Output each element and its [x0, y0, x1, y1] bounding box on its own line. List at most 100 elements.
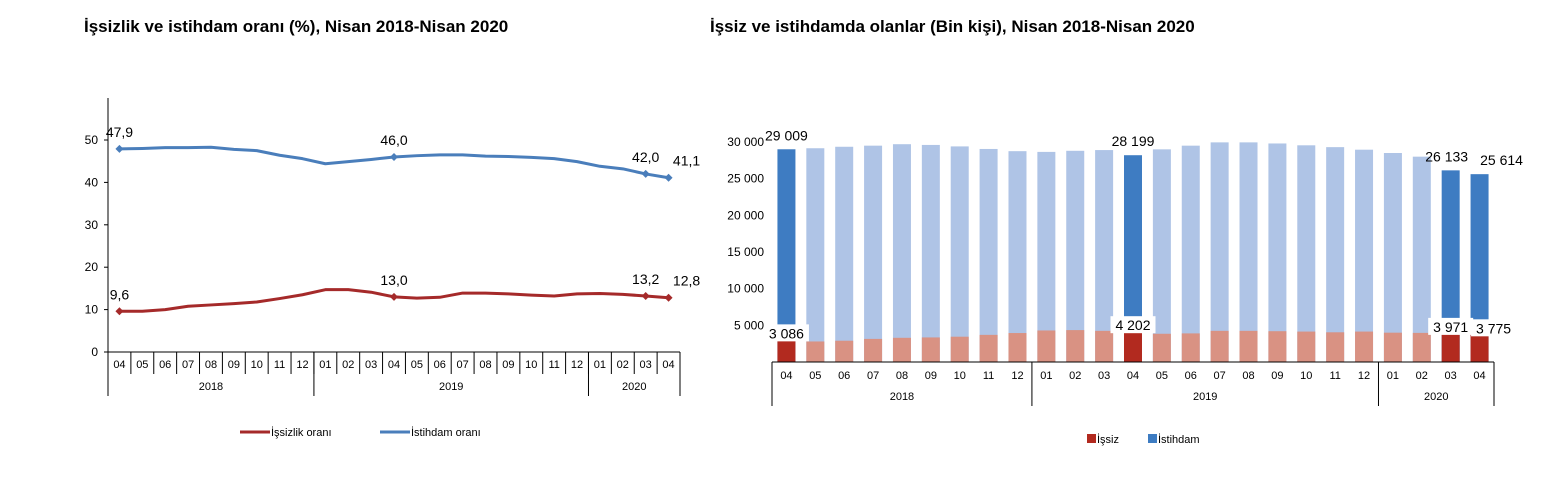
data-label: 47,9 [106, 124, 133, 140]
employment-bar [1470, 174, 1489, 362]
data-label: 28 199 [1112, 133, 1155, 149]
data-label: 3 086 [769, 325, 804, 341]
year-label: 2020 [1424, 391, 1448, 403]
y-tick-label: 10 000 [727, 282, 764, 296]
x-tick-label: 02 [617, 359, 629, 371]
data-marker [664, 293, 673, 302]
y-tick-label: 30 [85, 218, 99, 232]
unemployment-bar [1124, 331, 1142, 362]
bar-chart-title: İşsiz ve istihdamda olanlar (Bin kişi), … [710, 17, 1195, 36]
employment-bar [777, 149, 796, 362]
employment-bar [864, 145, 883, 362]
employment-bar [950, 146, 969, 362]
data-label: 13,0 [380, 272, 407, 288]
x-tick-label: 02 [1416, 370, 1428, 382]
data-label-bg [1471, 319, 1517, 337]
y-tick-label: 10 [85, 303, 99, 317]
unemployment-bar [950, 336, 969, 362]
employment-bar [806, 148, 825, 362]
unemployment-bar [1383, 332, 1402, 362]
employment-bar [1383, 153, 1402, 362]
data-label: 25 614 [1480, 152, 1523, 168]
year-label: 2019 [1193, 391, 1217, 403]
x-tick-label: 02 [1069, 370, 1081, 382]
x-tick-label: 04 [388, 359, 400, 371]
employment-bar [1297, 145, 1316, 362]
employment-bar [1124, 155, 1142, 362]
data-label: 12,8 [673, 273, 700, 289]
data-label: 3 971 [1433, 319, 1468, 335]
unemployment-bar [1441, 332, 1460, 362]
employment-bar [1037, 151, 1056, 362]
x-tick-label: 10 [1300, 370, 1312, 382]
x-tick-label: 03 [365, 359, 377, 371]
data-label: 13,2 [632, 271, 659, 287]
x-tick-label: 01 [1387, 370, 1399, 382]
x-tick-label: 11 [1329, 370, 1340, 382]
legend-label: İstihdam oranı [411, 426, 481, 439]
x-tick-label: 01 [1040, 370, 1052, 382]
unemployment-bar [1181, 333, 1200, 362]
data-marker [115, 307, 124, 316]
unemployment-bar [1297, 331, 1316, 362]
x-tick-label: 03 [1098, 370, 1110, 382]
legend-swatch [1148, 434, 1157, 443]
employment-bar [1268, 143, 1287, 362]
data-marker [641, 169, 650, 178]
employment-bar [1355, 149, 1374, 362]
x-tick-label: 05 [136, 359, 148, 371]
legend-swatch [1087, 434, 1096, 443]
employment-bar [1326, 147, 1345, 362]
data-label: 42,0 [632, 149, 659, 165]
data-label: 3 775 [1476, 320, 1511, 336]
employment-bar [1412, 156, 1431, 362]
employment-bar [835, 146, 854, 362]
y-tick-label: 20 [85, 260, 99, 274]
x-tick-label: 08 [896, 370, 908, 382]
x-tick-label: 09 [1271, 370, 1283, 382]
employment-bar [1239, 142, 1258, 362]
x-tick-label: 07 [1214, 370, 1226, 382]
x-tick-label: 11 [983, 370, 994, 382]
data-label-bg [763, 324, 809, 342]
x-tick-label: 04 [1127, 370, 1139, 382]
x-tick-label: 02 [342, 359, 354, 371]
x-tick-label: 11 [274, 359, 285, 371]
x-tick-label: 08 [205, 359, 217, 371]
x-tick-label: 05 [411, 359, 423, 371]
x-tick-label: 07 [867, 370, 879, 382]
unemployment-bar [1066, 330, 1085, 362]
unemployment-bar [979, 334, 998, 362]
unemployment-bar [1037, 330, 1056, 362]
x-tick-label: 06 [838, 370, 850, 382]
x-tick-label: 10 [954, 370, 966, 382]
y-tick-label: 20 000 [727, 208, 764, 222]
data-marker [115, 144, 124, 153]
y-tick-label: 30 000 [727, 135, 764, 149]
x-tick-label: 07 [457, 359, 469, 371]
employment-bar [1181, 145, 1200, 362]
year-label: 2019 [439, 381, 463, 393]
x-tick-label: 06 [434, 359, 446, 371]
x-tick-label: 04 [1473, 370, 1485, 382]
unemployment-bar [1239, 330, 1258, 362]
y-tick-label: 25 000 [727, 172, 764, 186]
unemployment-bar [1095, 330, 1114, 362]
data-marker [664, 173, 673, 182]
x-tick-label: 07 [182, 359, 194, 371]
unemployment-bar [777, 339, 796, 362]
x-tick-label: 03 [640, 359, 652, 371]
x-tick-label: 03 [1445, 370, 1457, 382]
data-marker [641, 292, 650, 301]
data-marker [390, 152, 398, 161]
data-label-bg [1428, 317, 1474, 335]
x-tick-label: 12 [296, 359, 308, 371]
y-tick-label: 5 000 [734, 318, 764, 332]
x-tick-label: 12 [1011, 370, 1023, 382]
employment-bar [1066, 150, 1085, 362]
unemployment-bar [1326, 332, 1345, 362]
x-tick-label: 06 [159, 359, 171, 371]
y-tick-label: 50 [85, 133, 99, 147]
unemployment-bar [1470, 334, 1489, 362]
employment-bar [1095, 150, 1114, 362]
